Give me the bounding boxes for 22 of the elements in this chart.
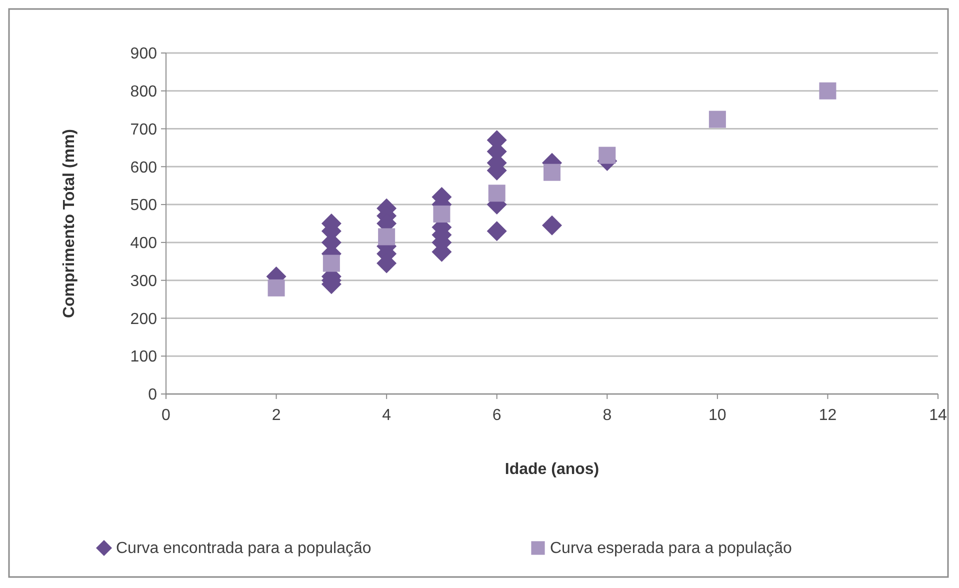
legend-label: Curva esperada para a população [550, 540, 792, 557]
y-tick-label: 700 [130, 121, 158, 138]
y-tick-label: 900 [130, 46, 158, 63]
x-tick-label: 6 [492, 407, 502, 424]
y-tick-label: 300 [130, 272, 158, 290]
x-tick-label: 0 [162, 407, 171, 424]
x-tick-label: 14 [929, 407, 947, 424]
y-tick-label: 600 [130, 159, 158, 176]
x-tick-label: 8 [602, 407, 612, 424]
x-tick-label: 4 [382, 407, 392, 424]
y-tick-label: 200 [130, 310, 158, 328]
y-tick-label: 400 [130, 235, 158, 252]
y-axis-title: Comprimento Total (mm) [61, 128, 78, 318]
y-tick-label: 0 [148, 386, 158, 404]
legend-label: Curva encontrada para a população [116, 540, 372, 557]
y-tick-label: 100 [130, 348, 158, 366]
y-tick-label: 500 [130, 197, 158, 214]
x-tick-label: 12 [818, 407, 837, 424]
x-tick-label: 10 [708, 407, 726, 424]
y-tick-label: 800 [130, 83, 158, 100]
x-tick-label: 2 [272, 407, 281, 424]
x-axis-title: Idade (anos) [504, 461, 600, 478]
